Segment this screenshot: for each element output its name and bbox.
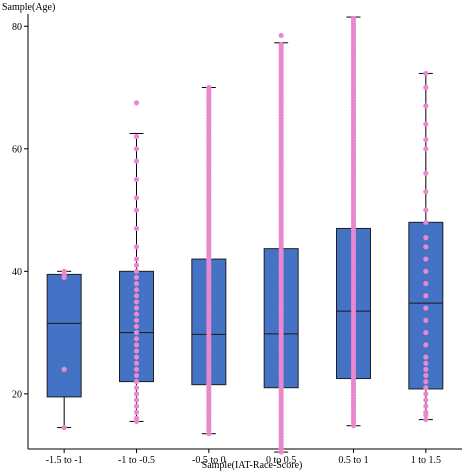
data-point — [133, 342, 140, 348]
data-point — [133, 323, 140, 330]
data-point — [423, 235, 429, 241]
data-point — [133, 299, 140, 305]
data-point — [133, 317, 140, 323]
data-point — [133, 329, 140, 336]
x-tick-label: -1 to -0.5 — [118, 455, 155, 466]
x-tick-label: 0 to 0.5 — [266, 455, 296, 466]
data-point — [133, 348, 140, 354]
box-iqr — [46, 273, 82, 398]
data-point — [133, 360, 140, 366]
y-tick-label: 80 — [12, 22, 22, 33]
y-tick-label: 40 — [12, 267, 22, 278]
data-point — [133, 244, 140, 250]
data-point — [423, 136, 429, 143]
data-point — [133, 268, 140, 274]
data-point — [133, 415, 140, 421]
data-point — [133, 146, 140, 152]
data-point — [133, 133, 140, 140]
data-point — [133, 280, 140, 287]
data-point — [133, 391, 140, 397]
data-point — [133, 100, 140, 106]
data-point — [133, 195, 140, 201]
data-point — [423, 170, 429, 176]
data-point — [133, 403, 140, 409]
data-point — [278, 32, 284, 39]
data-point — [61, 424, 67, 431]
data-point — [133, 287, 140, 293]
data-point — [423, 189, 429, 195]
x-tick-label: -1.5 to -1 — [46, 455, 83, 466]
data-point — [133, 336, 140, 342]
data-point — [61, 366, 67, 372]
x-tick-label: -0.5 to 0 — [192, 455, 226, 466]
data-point — [133, 354, 140, 360]
x-tick-label: 0.5 to 1 — [338, 455, 368, 466]
y-tick-label: 20 — [12, 389, 22, 400]
data-point — [423, 342, 429, 348]
data-point — [423, 256, 429, 262]
data-point — [423, 385, 429, 391]
data-point — [61, 268, 67, 274]
data-point — [278, 42, 284, 48]
data-point — [423, 397, 429, 403]
data-point — [133, 385, 140, 391]
data-point — [133, 225, 140, 232]
y-axis-title: Sample(Age) — [2, 2, 55, 13]
data-point — [423, 280, 429, 287]
data-point — [133, 397, 140, 403]
data-point — [423, 409, 429, 415]
data-point — [423, 268, 429, 274]
data-point — [423, 293, 429, 299]
data-point — [423, 70, 429, 77]
data-point — [423, 354, 429, 360]
data-point — [133, 311, 140, 317]
plot-area: 20 40 60 80 -1.5 to -1 -1 to -0.5 -0.5 to 0 0 t… — [12, 14, 462, 466]
data-point — [423, 84, 429, 91]
data-point — [133, 207, 140, 213]
data-point — [350, 15, 357, 21]
data-point — [133, 379, 140, 385]
data-point — [423, 366, 429, 372]
data-point — [133, 409, 140, 415]
data-point — [133, 305, 140, 311]
data-point — [423, 391, 429, 397]
data-point — [423, 379, 429, 385]
data-point — [423, 121, 429, 127]
data-point — [133, 262, 140, 268]
data-point — [206, 84, 212, 91]
data-point — [423, 360, 429, 366]
data-point — [423, 146, 429, 152]
data-point — [423, 317, 429, 323]
data-point — [423, 207, 429, 213]
x-axis-title: Sample(IAT-Race-Score) — [202, 460, 303, 471]
data-point — [133, 256, 140, 262]
data-point — [423, 305, 429, 311]
data-point — [133, 372, 140, 379]
x-tick-label: 1 to 1.5 — [411, 455, 441, 466]
y-tick-label: 60 — [12, 144, 22, 155]
data-point — [423, 416, 429, 423]
data-point — [133, 366, 140, 372]
data-point — [133, 274, 140, 281]
data-point — [423, 329, 429, 336]
data-point — [133, 293, 140, 299]
data-point — [423, 372, 429, 379]
data-point — [133, 158, 140, 164]
data-point — [423, 219, 429, 225]
data-point — [423, 403, 429, 409]
data-point — [133, 176, 140, 183]
data-point — [423, 244, 429, 250]
data-point — [423, 103, 429, 109]
